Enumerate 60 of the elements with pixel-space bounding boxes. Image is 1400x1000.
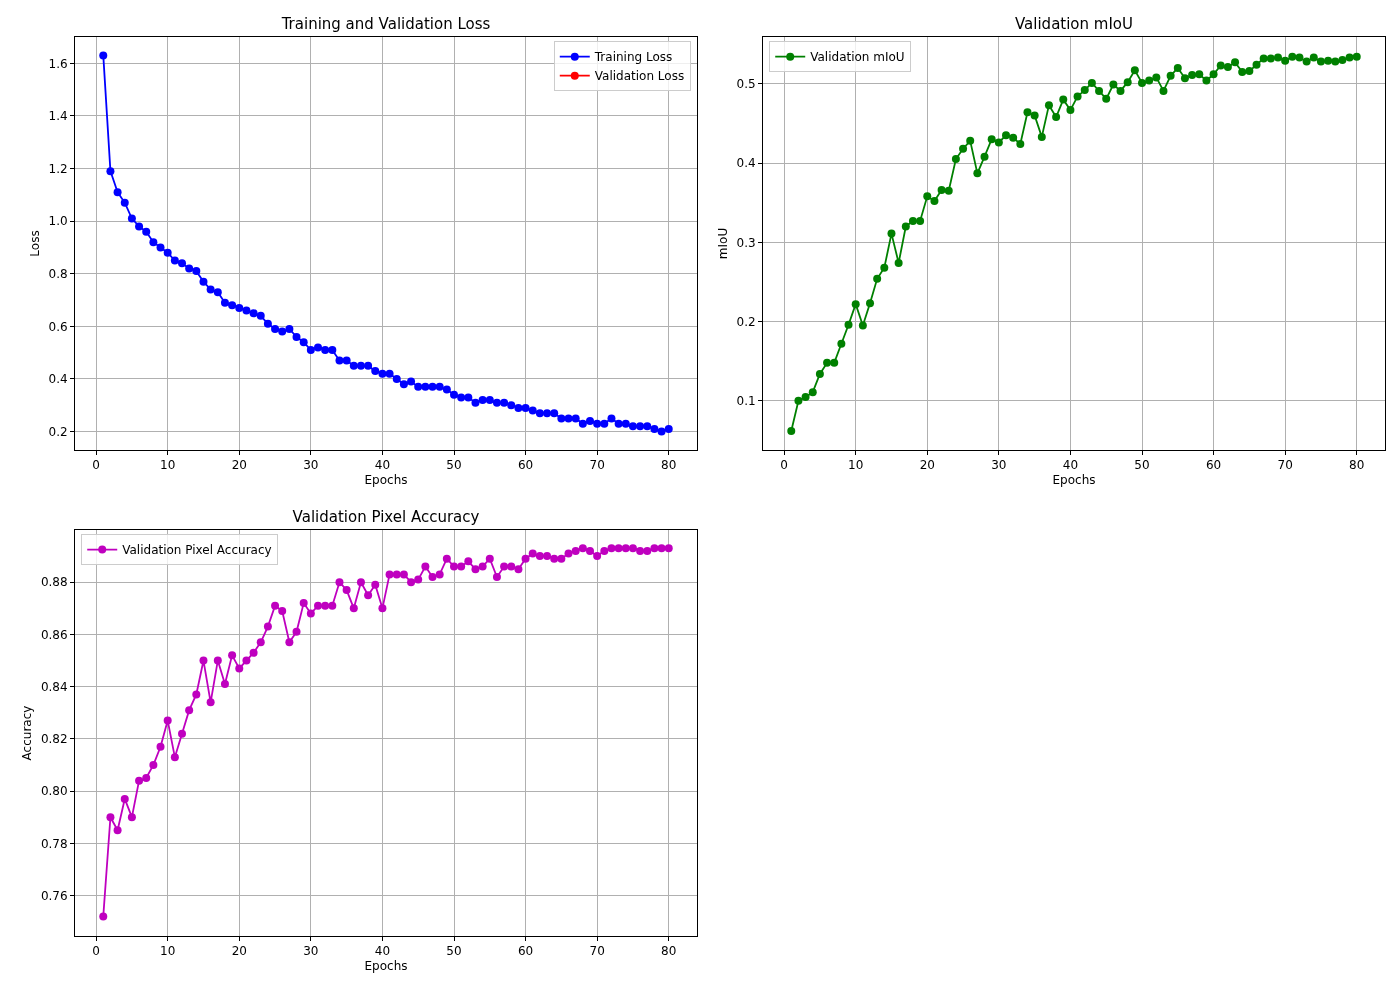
x-tick-label: 10 xyxy=(160,944,176,959)
x-tick-label: 40 xyxy=(374,458,391,473)
x-tick-label: 60 xyxy=(517,458,534,473)
y-tick-label: 0.4 xyxy=(736,156,756,171)
x-tick-label: 70 xyxy=(589,944,605,959)
y-tick-label: 0.86 xyxy=(40,627,68,642)
y-tick-label: 0.8 xyxy=(48,266,68,281)
x-tick-label: 80 xyxy=(661,944,677,959)
y-tick-label: 0.84 xyxy=(40,679,68,694)
x-tick-label: 30 xyxy=(303,458,319,473)
y-axis-title: mIoU xyxy=(715,227,730,260)
x-tick-label: 0 xyxy=(92,944,100,959)
x-tick-label: 70 xyxy=(1277,458,1293,473)
legend-label: Validation Loss xyxy=(594,69,685,84)
y-tick-label: 1.6 xyxy=(48,56,68,71)
chart-title: Training and Validation Loss xyxy=(280,14,491,33)
y-tick-label: 0.1 xyxy=(736,394,756,409)
x-axis-title: Epochs xyxy=(364,473,408,488)
x-axis-title: Epochs xyxy=(1052,473,1096,488)
x-tick-label: 0 xyxy=(92,458,100,473)
x-tick-label: 50 xyxy=(1134,458,1150,473)
y-tick-label: 0.3 xyxy=(736,235,756,250)
chart-title: Validation Pixel Accuracy xyxy=(292,507,480,526)
chart-title: Validation mIoU xyxy=(1014,14,1134,33)
x-tick-label: 70 xyxy=(589,458,605,473)
y-tick-label: 1.4 xyxy=(48,109,68,124)
legend-label: Validation Pixel Accuracy xyxy=(122,543,272,558)
y-tick-label: 0.2 xyxy=(48,424,68,439)
legend-label: Training Loss xyxy=(593,50,673,65)
x-tick-label: 50 xyxy=(446,458,462,473)
y-tick-label: 0.5 xyxy=(736,76,756,91)
y-tick-label: 0.80 xyxy=(40,784,68,799)
x-tick-label: 80 xyxy=(1349,458,1365,473)
x-tick-label: 40 xyxy=(1062,458,1079,473)
y-axis-title: Accuracy xyxy=(20,705,35,761)
x-tick-label: 20 xyxy=(231,944,247,959)
y-tick-label: 1.0 xyxy=(48,214,68,229)
x-tick-label: 60 xyxy=(517,944,534,959)
x-tick-label: 30 xyxy=(303,944,319,959)
x-tick-label: 10 xyxy=(848,458,864,473)
x-tick-label: 60 xyxy=(1205,458,1222,473)
y-tick-label: 0.88 xyxy=(40,575,68,590)
y-tick-label: 0.78 xyxy=(40,836,68,851)
x-tick-label: 0 xyxy=(780,458,788,473)
x-tick-label: 40 xyxy=(374,944,391,959)
x-tick-label: 30 xyxy=(991,458,1007,473)
x-axis-title: Epochs xyxy=(364,959,408,974)
y-tick-label: 0.4 xyxy=(48,372,68,387)
x-tick-label: 20 xyxy=(919,458,935,473)
y-tick-label: 0.82 xyxy=(40,732,68,747)
x-tick-label: 80 xyxy=(661,458,677,473)
y-tick-label: 0.76 xyxy=(40,888,68,903)
y-tick-label: 1.2 xyxy=(48,161,68,176)
legend-label: Validation mIoU xyxy=(810,50,905,65)
x-tick-label: 20 xyxy=(231,458,247,473)
y-tick-label: 0.6 xyxy=(48,319,68,334)
y-axis-title: Loss xyxy=(27,230,42,257)
x-tick-label: 10 xyxy=(160,458,176,473)
y-tick-label: 0.2 xyxy=(736,314,756,329)
x-tick-label: 50 xyxy=(446,944,462,959)
